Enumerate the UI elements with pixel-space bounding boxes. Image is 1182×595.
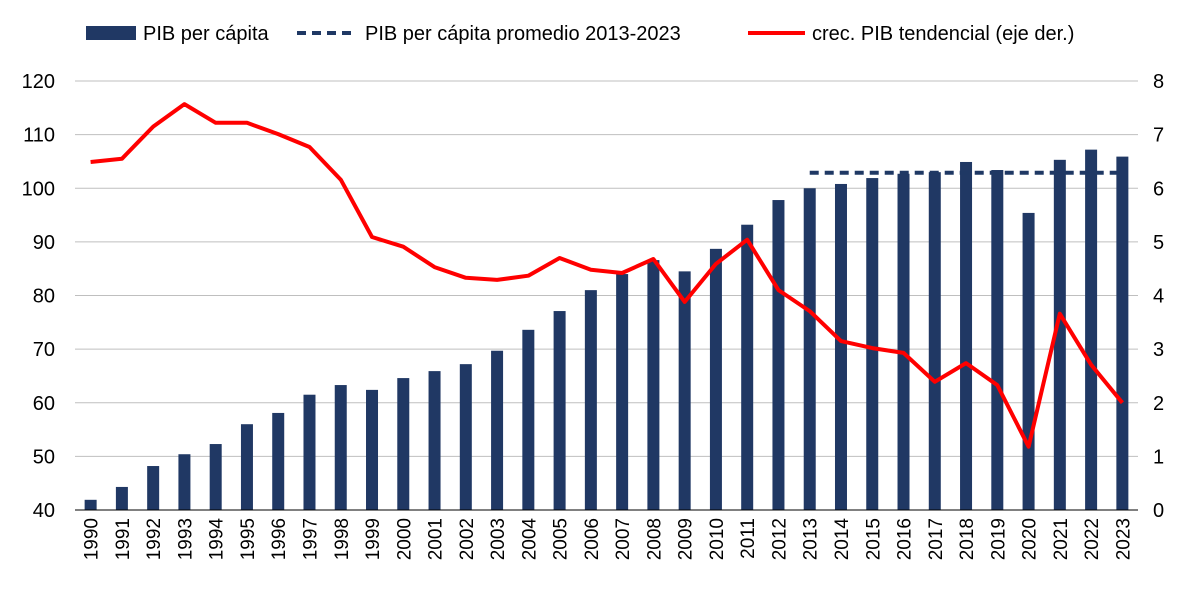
x-tick-label: 2014 [832, 518, 853, 561]
bar-2003 [491, 351, 503, 510]
x-tick-label: 2020 [1020, 518, 1041, 560]
x-tick-label: 2008 [644, 518, 665, 560]
bar-2008 [647, 260, 659, 510]
y-tick-label: 40 [33, 500, 55, 522]
y-tick-label: 100 [22, 178, 55, 200]
legend-label-bar: PIB per cápita [143, 23, 270, 45]
legend-label-dashed: PIB per cápita promedio 2013-2023 [365, 23, 681, 45]
x-tick-label: 1997 [300, 518, 321, 560]
bar-1993 [178, 454, 190, 510]
bar-2019 [991, 170, 1003, 510]
x-tick-label: 1993 [175, 518, 196, 560]
y2-tick-label: 7 [1153, 125, 1164, 147]
bar-2013 [804, 188, 816, 510]
legend-swatch-bar [86, 26, 136, 40]
bar-2023 [1116, 157, 1128, 510]
legend-label-line: crec. PIB tendencial (eje der.) [812, 23, 1074, 45]
bar-1999 [366, 390, 378, 510]
x-tick-label: 2007 [613, 518, 634, 560]
bar-2007 [616, 274, 628, 510]
y2-tick-label: 8 [1153, 71, 1164, 93]
bar-1994 [210, 444, 222, 510]
bar-1992 [147, 466, 159, 510]
x-tick-label: 2000 [394, 518, 415, 560]
x-tick-label: 2013 [801, 518, 822, 560]
bar-2022 [1085, 150, 1097, 510]
bar-2015 [866, 178, 878, 510]
x-tick-label: 1996 [269, 518, 290, 560]
x-tick-label: 2018 [957, 518, 978, 560]
y2-tick-label: 5 [1153, 232, 1164, 254]
bar-1997 [303, 395, 315, 510]
y-tick-label: 110 [23, 125, 55, 147]
x-tick-label: 1991 [113, 518, 134, 560]
bar-1996 [272, 413, 284, 510]
y2-tick-label: 6 [1153, 178, 1164, 200]
bar-2018 [960, 162, 972, 510]
x-tick-label: 2023 [1113, 518, 1134, 560]
bar-2004 [522, 330, 534, 510]
bar-2020 [1023, 213, 1035, 510]
x-tick-label: 2021 [1051, 518, 1072, 560]
bar-2002 [460, 364, 472, 510]
bar-2006 [585, 290, 597, 510]
x-tick-label: 2016 [895, 518, 916, 560]
bar-1991 [116, 487, 128, 510]
x-tick-label: 1992 [144, 518, 165, 560]
x-tick-label: 2012 [769, 518, 790, 560]
bar-2010 [710, 249, 722, 510]
y2-tick-label: 4 [1153, 286, 1164, 308]
x-tick-label: 2009 [676, 518, 697, 560]
bar-2017 [929, 172, 941, 510]
x-tick-label: 2022 [1082, 518, 1103, 560]
bar-2016 [898, 174, 910, 510]
x-tick-label: 2003 [488, 518, 509, 560]
x-tick-label: 1995 [238, 518, 259, 560]
bar-2011 [741, 225, 753, 510]
x-tick-label: 1998 [332, 518, 353, 560]
legend: PIB per cápita PIB per cápita promedio 2… [86, 23, 1074, 45]
bar-2009 [679, 271, 691, 510]
y-tick-label: 60 [33, 393, 55, 415]
bar-1995 [241, 424, 253, 510]
x-tick-label: 2017 [926, 518, 947, 560]
bar-2000 [397, 378, 409, 510]
x-tick-label: 2001 [426, 518, 447, 560]
bar-2001 [429, 371, 441, 510]
y-tick-label: 80 [33, 286, 55, 308]
x-tick-label: 2019 [988, 518, 1009, 560]
bar-2014 [835, 184, 847, 510]
x-tick-label: 2004 [519, 518, 540, 561]
x-tick-label: 2011 [738, 518, 759, 559]
bar-1990 [85, 500, 97, 510]
bar-1998 [335, 385, 347, 510]
x-tick-label: 1999 [363, 518, 384, 560]
x-tick-label: 2010 [707, 518, 728, 560]
y-tick-label: 70 [33, 339, 55, 361]
y2-tick-label: 2 [1153, 393, 1164, 415]
x-tick-label: 1990 [82, 518, 103, 560]
x-tick-label: 2015 [863, 518, 884, 560]
x-tick-label: 2002 [457, 518, 478, 560]
bar-2012 [772, 200, 784, 510]
y2-tick-label: 0 [1153, 500, 1164, 522]
y-tick-label: 90 [33, 232, 55, 254]
y-tick-label: 50 [33, 446, 55, 468]
y-tick-label: 120 [22, 71, 55, 93]
x-tick-label: 1994 [207, 518, 228, 561]
x-tick-label: 2006 [582, 518, 603, 560]
y2-tick-label: 3 [1153, 339, 1164, 361]
y2-tick-label: 1 [1153, 446, 1164, 468]
x-tick-label: 2005 [551, 518, 572, 560]
bar-2005 [554, 311, 566, 510]
